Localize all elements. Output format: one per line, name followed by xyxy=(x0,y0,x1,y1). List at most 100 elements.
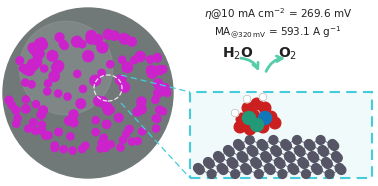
Circle shape xyxy=(265,111,277,123)
Circle shape xyxy=(38,121,45,128)
Circle shape xyxy=(215,154,224,162)
Circle shape xyxy=(51,145,58,152)
Text: H$_2$O: H$_2$O xyxy=(222,46,254,62)
Circle shape xyxy=(35,39,44,48)
Circle shape xyxy=(259,142,268,150)
Circle shape xyxy=(224,146,232,154)
Circle shape xyxy=(243,111,256,124)
Circle shape xyxy=(28,43,37,52)
FancyBboxPatch shape xyxy=(190,92,372,178)
Circle shape xyxy=(69,110,78,119)
Circle shape xyxy=(316,136,325,144)
Circle shape xyxy=(251,118,263,132)
Circle shape xyxy=(207,170,216,178)
Circle shape xyxy=(160,66,167,73)
Circle shape xyxy=(33,48,43,58)
Circle shape xyxy=(83,51,94,62)
Circle shape xyxy=(298,158,307,166)
Circle shape xyxy=(98,69,105,76)
Circle shape xyxy=(320,148,328,156)
Circle shape xyxy=(257,121,269,133)
Circle shape xyxy=(136,103,146,112)
Circle shape xyxy=(333,154,342,162)
Circle shape xyxy=(147,66,156,76)
Circle shape xyxy=(97,145,104,152)
Circle shape xyxy=(310,154,319,162)
Circle shape xyxy=(146,65,156,75)
Circle shape xyxy=(152,125,160,132)
Circle shape xyxy=(90,75,100,86)
Circle shape xyxy=(39,106,48,115)
Circle shape xyxy=(241,164,249,172)
Circle shape xyxy=(325,170,334,178)
Circle shape xyxy=(40,65,48,72)
Circle shape xyxy=(243,166,251,174)
Circle shape xyxy=(296,148,305,156)
Circle shape xyxy=(47,51,58,61)
Circle shape xyxy=(278,170,287,178)
Circle shape xyxy=(65,116,73,125)
Circle shape xyxy=(29,118,37,126)
Circle shape xyxy=(122,62,133,73)
Circle shape xyxy=(225,148,234,156)
Circle shape xyxy=(229,160,238,168)
Text: $\eta$@10 mA cm$^{-2}$ = 269.6 mV: $\eta$@10 mA cm$^{-2}$ = 269.6 mV xyxy=(204,6,352,22)
Circle shape xyxy=(264,164,273,172)
Circle shape xyxy=(27,62,37,72)
Circle shape xyxy=(214,152,222,160)
Circle shape xyxy=(318,146,327,154)
Circle shape xyxy=(42,132,49,139)
Circle shape xyxy=(153,54,161,62)
Circle shape xyxy=(12,106,20,114)
Circle shape xyxy=(86,33,96,44)
Circle shape xyxy=(276,160,285,168)
Circle shape xyxy=(194,164,202,172)
Circle shape xyxy=(19,21,113,115)
Circle shape xyxy=(53,61,64,71)
Circle shape xyxy=(249,148,258,156)
Circle shape xyxy=(60,146,67,153)
Circle shape xyxy=(94,96,104,106)
Circle shape xyxy=(117,144,124,151)
Circle shape xyxy=(28,81,35,88)
Circle shape xyxy=(16,57,24,64)
Circle shape xyxy=(37,40,47,50)
Circle shape xyxy=(49,71,59,82)
Circle shape xyxy=(313,166,322,174)
Circle shape xyxy=(290,166,299,174)
Circle shape xyxy=(266,166,275,174)
Circle shape xyxy=(217,164,226,172)
Circle shape xyxy=(251,98,263,110)
Circle shape xyxy=(153,115,161,123)
Circle shape xyxy=(102,120,111,128)
Circle shape xyxy=(34,49,44,59)
Circle shape xyxy=(308,152,317,160)
Text: MA$_{\mathregular{@320\,mV}}$ = 593.1 A g$^{-1}$: MA$_{\mathregular{@320\,mV}}$ = 593.1 A … xyxy=(214,24,342,40)
Circle shape xyxy=(138,105,146,114)
Circle shape xyxy=(271,146,280,154)
Circle shape xyxy=(104,106,113,115)
Circle shape xyxy=(204,158,212,166)
Circle shape xyxy=(254,170,263,178)
Circle shape xyxy=(245,136,254,144)
Circle shape xyxy=(119,34,129,44)
Text: O$_2$: O$_2$ xyxy=(279,46,297,62)
Circle shape xyxy=(263,154,271,162)
Circle shape xyxy=(70,118,78,127)
Circle shape xyxy=(102,144,109,151)
Circle shape xyxy=(152,96,159,103)
Circle shape xyxy=(335,164,344,172)
Circle shape xyxy=(31,62,39,69)
Circle shape xyxy=(33,101,40,108)
Circle shape xyxy=(152,115,159,122)
Circle shape xyxy=(147,56,154,63)
Circle shape xyxy=(283,142,291,150)
Circle shape xyxy=(234,140,242,148)
Circle shape xyxy=(121,35,130,44)
Circle shape xyxy=(195,166,204,174)
Circle shape xyxy=(328,140,337,148)
Circle shape xyxy=(259,111,271,124)
Circle shape xyxy=(13,120,20,127)
Circle shape xyxy=(205,160,214,168)
Circle shape xyxy=(55,128,62,136)
